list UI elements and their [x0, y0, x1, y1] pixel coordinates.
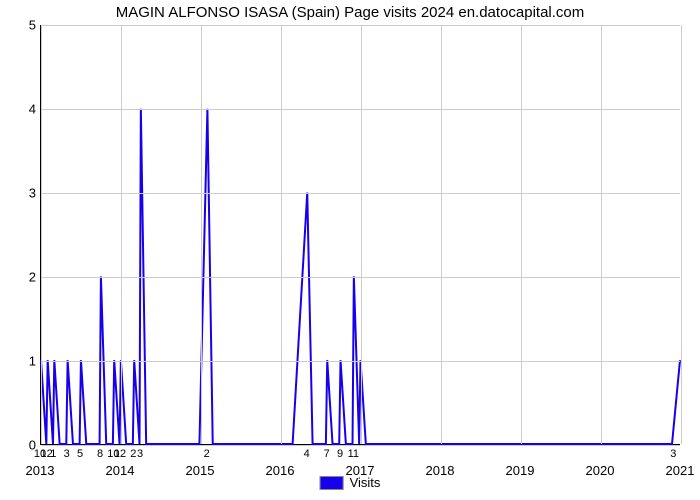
- ytick-label: 2: [20, 270, 36, 285]
- xtick-minor-label: 3: [64, 448, 70, 460]
- ytick-label: 5: [20, 18, 36, 33]
- xtick-major-label: 2018: [426, 463, 455, 478]
- xtick-major-label: 2020: [586, 463, 615, 478]
- xtick-minor-label: 12: [114, 448, 126, 460]
- plot-area: [40, 25, 680, 445]
- xtick-major-label: 2016: [266, 463, 295, 478]
- gridline-v: [601, 25, 602, 444]
- xtick-minor-label: 5: [77, 448, 83, 460]
- xtick-major-label: 2013: [26, 463, 55, 478]
- gridline-v: [121, 25, 122, 444]
- gridline-v: [441, 25, 442, 444]
- xtick-minor-label: 11: [348, 448, 359, 460]
- gridline-v: [201, 25, 202, 444]
- ytick-label: 3: [20, 186, 36, 201]
- xtick-major-label: 2017: [346, 463, 375, 478]
- xtick-minor-label: 1: [50, 448, 56, 460]
- ytick-label: 1: [20, 354, 36, 369]
- xtick-minor-label: 7: [324, 448, 330, 460]
- xtick-minor-label: 3: [670, 448, 676, 460]
- gridline-v: [41, 25, 42, 444]
- xtick-major-label: 2015: [186, 463, 215, 478]
- legend-swatch: [320, 476, 344, 490]
- chart-container: MAGIN ALFONSO ISASA (Spain) Page visits …: [0, 0, 700, 500]
- gridline-v: [521, 25, 522, 444]
- xtick-major-label: 2014: [106, 463, 135, 478]
- xtick-minor-label: 2: [130, 448, 136, 460]
- gridline-v: [681, 25, 682, 444]
- gridline-h: [41, 445, 680, 446]
- gridline-v: [361, 25, 362, 444]
- gridline-v: [281, 25, 282, 444]
- xtick-minor-label: 9: [337, 448, 343, 460]
- ytick-label: 4: [20, 102, 36, 117]
- xtick-minor-label: 8: [97, 448, 103, 460]
- xtick-minor-label: 3: [137, 448, 143, 460]
- xtick-minor-label: 2: [204, 448, 210, 460]
- xtick-major-label: 2019: [506, 463, 535, 478]
- chart-title: MAGIN ALFONSO ISASA (Spain) Page visits …: [0, 4, 700, 21]
- xtick-minor-label: 4: [304, 448, 310, 460]
- xtick-major-label: 2021: [666, 463, 695, 478]
